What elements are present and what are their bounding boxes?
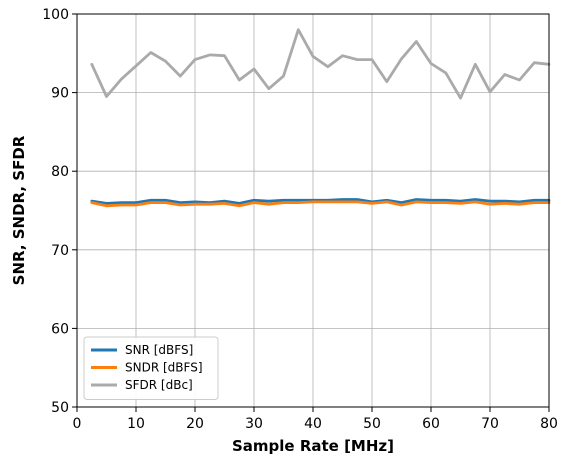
x-tick-label: 70 — [481, 416, 499, 432]
grid — [76, 13, 550, 408]
y-tick-label: 80 — [51, 164, 69, 180]
y-tick-label: 60 — [51, 321, 69, 337]
y-axis-ticks: 50 60 70 80 90 100 — [42, 7, 77, 416]
x-tick-label: 50 — [363, 416, 381, 432]
x-axis-ticks: 0 10 20 30 40 50 60 70 80 — [73, 407, 558, 432]
legend-label: SNR [dBFS] — [125, 343, 193, 357]
x-tick-label: 60 — [422, 416, 440, 432]
series-line — [90, 28, 551, 100]
x-axis-label: Sample Rate [MHz] — [232, 437, 394, 455]
x-tick-label: 40 — [304, 416, 322, 432]
y-tick-label: 90 — [51, 86, 69, 102]
y-tick-label: 100 — [42, 7, 69, 23]
y-axis-label: SNR, SNDR, SFDR — [10, 135, 28, 285]
legend: SNR [dBFS] SNDR [dBFS] SFDR [dBc] — [83, 336, 219, 400]
x-tick-label: 20 — [186, 416, 204, 432]
x-tick-label: 80 — [540, 416, 558, 432]
legend-label: SNDR [dBFS] — [125, 361, 203, 375]
legend-label: SFDR [dBc] — [125, 378, 193, 392]
x-tick-label: 10 — [127, 416, 145, 432]
y-tick-label: 50 — [51, 400, 69, 416]
series-line — [90, 200, 551, 208]
series-lines — [90, 28, 551, 208]
series-line — [90, 198, 551, 205]
legend-box — [83, 336, 219, 400]
x-tick-label: 30 — [245, 416, 263, 432]
x-tick-label: 0 — [73, 416, 82, 432]
y-tick-label: 70 — [51, 243, 69, 259]
